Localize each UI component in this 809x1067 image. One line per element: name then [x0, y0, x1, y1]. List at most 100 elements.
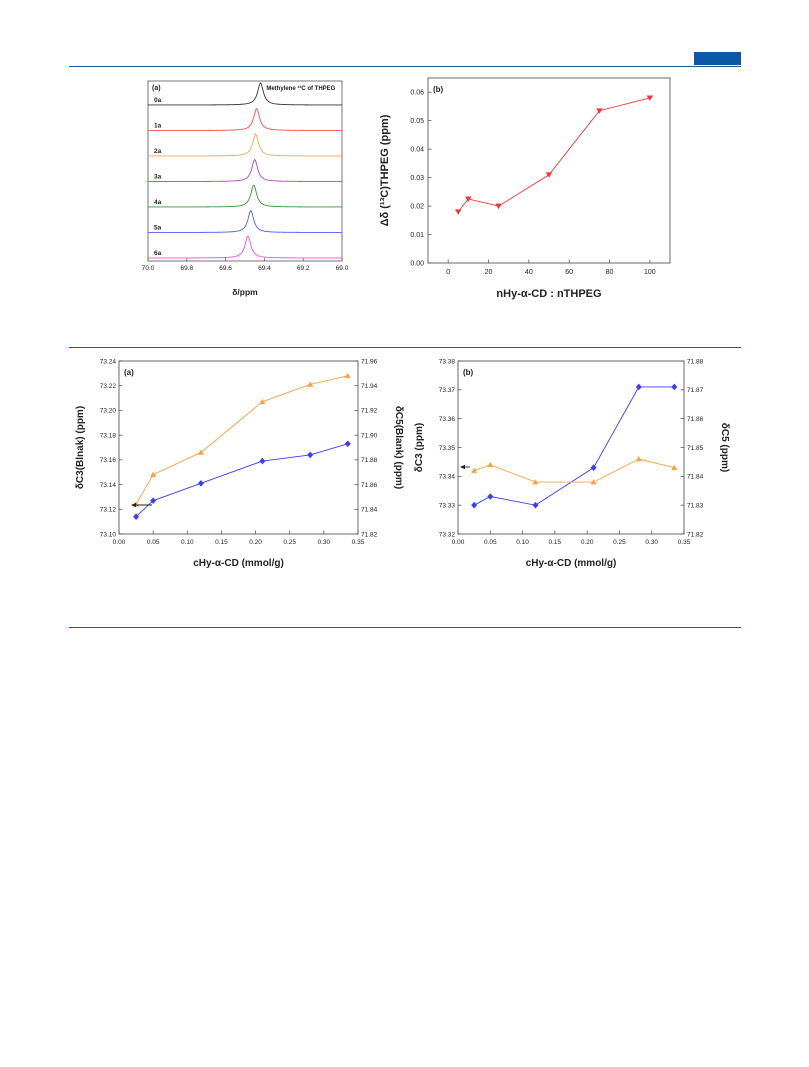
left-y-tick-label: 73.18	[100, 432, 117, 439]
nmr-spectra-chart: 70.0 69.8 69.6 69.4 69.2 69.0 (a) Methylene ¹³C…	[142, 80, 349, 297]
left-series-point	[150, 497, 157, 504]
y-axis-label: Δδ (¹³C)THPEG (ppm)	[379, 114, 391, 226]
c3-c5-shift-panel: 0.00 0.05 0.10 0.15 0.20 0.25 0.30 0.35 73.32 73.…	[405, 352, 745, 582]
y-tick-label: 0.05	[410, 118, 424, 125]
x-tick-label: 60	[565, 269, 573, 276]
right-y-tick-label: 71.88	[687, 358, 704, 365]
right-series-point	[344, 372, 351, 379]
right-y-tick-label: 71.87	[687, 387, 704, 394]
panel-label: (b)	[463, 368, 474, 377]
spectrum-trace-2a	[148, 133, 342, 157]
right-series-point	[471, 467, 478, 473]
top-rule	[69, 66, 741, 67]
data-point	[465, 196, 472, 202]
bottom-rule	[69, 627, 741, 628]
x-tick-label: 69.6	[219, 265, 232, 272]
x-tick-label: 0.15	[215, 539, 228, 546]
axis-arrow-head	[131, 502, 136, 508]
x-tick-label: 100	[644, 269, 656, 276]
x-tick-label: 0.30	[645, 539, 658, 546]
left-series-point	[532, 501, 539, 509]
x-tick-label: 0.30	[318, 539, 331, 546]
left-series-point	[671, 383, 678, 391]
x-tick-label: 20	[485, 269, 493, 276]
y-tick-label: 0.06	[410, 90, 424, 97]
data-line	[457, 97, 650, 213]
trace-label: 4a	[154, 199, 162, 206]
trace-label: 1a	[154, 123, 162, 130]
right-series-point	[307, 381, 314, 387]
left-y-tick-label: 73.34	[439, 474, 456, 481]
x-tick-label: 40	[525, 269, 533, 276]
data-point	[455, 209, 462, 215]
plot-frame	[147, 80, 343, 262]
panel-label: (a)	[152, 85, 161, 92]
x-tick-label: 69.4	[258, 265, 271, 272]
y-tick-label: 0.03	[410, 175, 424, 182]
x-tick-label: 0.10	[516, 539, 529, 546]
right-series-point	[150, 471, 157, 477]
trace-label: 5a	[154, 225, 162, 232]
x-tick-label: 0.05	[147, 539, 160, 546]
data-point	[596, 108, 603, 114]
right-y-tick-label: 71.86	[361, 482, 378, 489]
x-tick-label: 0.25	[283, 539, 296, 546]
x-tick-label: 70.0	[142, 265, 155, 272]
nmr-spectra-panel: 70.0 69.8 69.6 69.4 69.2 69.0 (a) Methylene ¹³C…	[135, 78, 360, 308]
panel-label: (b)	[433, 85, 444, 94]
x-tick-label: 0.25	[613, 539, 626, 546]
left-series-point	[635, 383, 642, 391]
spectrum-trace-0a	[148, 82, 342, 106]
x-tick-label: 0.35	[678, 539, 691, 546]
left-series-point	[307, 451, 314, 459]
right-y-tick-label: 71.88	[361, 457, 378, 464]
y-tick-label: 0.04	[410, 147, 424, 154]
left-y-tick-label: 73.10	[100, 531, 117, 538]
x-tick-label: 69.2	[297, 265, 310, 272]
left-y-tick-label: 73.38	[439, 358, 456, 365]
right-series-point	[590, 479, 597, 485]
data-point	[545, 172, 553, 178]
left-series-point	[590, 464, 597, 471]
left-y-tick-label: 73.36	[439, 416, 456, 423]
left-series-point	[487, 493, 494, 500]
trace-label: 3a	[154, 174, 162, 181]
right-series-line	[473, 458, 675, 483]
spectrum-trace-6a	[148, 235, 342, 259]
right-y-axis-label: δC5(Blank) (ppm)	[393, 406, 404, 489]
left-y-tick-label: 73.32	[439, 531, 456, 538]
x-tick-label: 0.15	[549, 539, 562, 546]
right-y-tick-label: 71.84	[361, 507, 378, 514]
spectrum-trace-4a	[148, 184, 343, 208]
y-tick-label: 0.02	[410, 204, 424, 211]
right-series-line	[135, 375, 348, 505]
plot-frame	[118, 360, 359, 535]
right-y-tick-label: 71.83	[687, 502, 704, 509]
x-axis-label: cHy-α-CD (mmol/g)	[526, 558, 617, 569]
panel-label: (a)	[124, 368, 134, 377]
x-axis-label: nHy-α-CD : nTHPEG	[496, 288, 601, 300]
x-tick-label: 0.00	[113, 539, 126, 546]
y-tick-label: 0.01	[410, 232, 424, 239]
blank-shift-chart: 0.00 0.05 0.10 0.15 0.20 0.25 0.30 0.35 73.10 73.…	[75, 358, 404, 569]
right-series-point	[197, 449, 204, 455]
right-series-point	[532, 479, 539, 485]
spectrum-trace-3a	[148, 158, 342, 182]
x-tick-label: 69.0	[336, 265, 349, 272]
right-y-tick-label: 71.86	[687, 416, 704, 423]
right-series-point	[487, 461, 494, 468]
x-tick-label: 0.10	[181, 539, 194, 546]
x-tick-label: 0.20	[249, 539, 262, 546]
middle-rule	[69, 347, 741, 348]
x-tick-label: 69.8	[180, 265, 193, 272]
left-y-tick-label: 73.24	[100, 358, 117, 365]
shift-ratio-chart: 0 20 40 60 80 100 0.00 0.01 0.02 0.03 0.04 0.05 0.06…	[379, 77, 671, 300]
left-y-tick-label: 73.35	[439, 445, 456, 452]
right-y-tick-label: 71.96	[361, 358, 378, 365]
left-y-tick-label: 73.20	[100, 408, 117, 415]
data-point	[495, 203, 502, 210]
left-y-tick-label: 73.22	[100, 383, 117, 390]
right-series-point	[671, 464, 678, 470]
right-series-point	[635, 456, 642, 462]
left-series-point	[471, 501, 478, 509]
